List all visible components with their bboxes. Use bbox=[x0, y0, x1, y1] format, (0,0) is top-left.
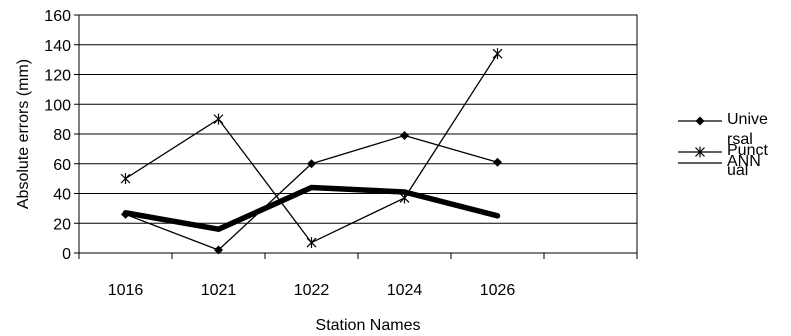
legend-marker-universal bbox=[695, 116, 705, 126]
data-point-universal-1024 bbox=[400, 130, 409, 140]
y-tick-label: 140 bbox=[44, 38, 71, 55]
data-point-punctual-1026 bbox=[492, 48, 503, 60]
x-axis-ticks: 1016 1021 1022 1024 1026 bbox=[78, 253, 638, 299]
x-tick-label-1016: 1016 bbox=[108, 282, 144, 299]
x-tick-label-1022: 1022 bbox=[294, 282, 330, 299]
series-line-punctual bbox=[124, 53, 499, 244]
data-point-universal-1026 bbox=[493, 157, 502, 167]
series-line-universal bbox=[124, 134, 499, 251]
legend-item-punctual: Punct ual bbox=[678, 142, 768, 179]
legend-label-universal: rsal bbox=[727, 131, 753, 148]
y-tick-label: 120 bbox=[44, 68, 71, 85]
legend-item-universal: Unive rsal bbox=[678, 111, 768, 148]
legend-label-punctual: ual bbox=[727, 162, 748, 179]
y-tick-label: 60 bbox=[53, 157, 71, 174]
x-tick-label-1024: 1024 bbox=[387, 282, 423, 299]
y-tick-label: 40 bbox=[53, 187, 71, 204]
data-point-punctual-1016 bbox=[120, 173, 131, 185]
data-point-universal-1021 bbox=[214, 245, 223, 255]
y-axis-ticks: 0 20 40 60 80 100 120 140 160 bbox=[44, 8, 79, 263]
data-point-punctual-1022 bbox=[306, 237, 317, 249]
y-tick-label: 20 bbox=[53, 216, 71, 233]
series-line-ann bbox=[122, 184, 501, 232]
data-point-universal-1022 bbox=[307, 159, 316, 169]
y-tick-label: 0 bbox=[62, 246, 71, 263]
legend-item-ann: ANN bbox=[678, 153, 761, 170]
x-tick-label-1021: 1021 bbox=[201, 282, 237, 299]
y-axis-title: Absolute errors (mm) bbox=[15, 59, 32, 209]
series-group bbox=[120, 48, 503, 255]
legend-label-punctual: Punct bbox=[727, 142, 768, 159]
y-tick-label: 80 bbox=[53, 127, 71, 144]
data-point-punctual-1021 bbox=[213, 113, 224, 125]
x-axis-title: Station Names bbox=[316, 317, 421, 334]
legend-label-universal: Unive bbox=[727, 111, 768, 128]
y-tick-label: 160 bbox=[44, 8, 71, 25]
legend-marker-punctual bbox=[695, 146, 705, 158]
x-tick-label-1026: 1026 bbox=[480, 282, 516, 299]
legend-label-ann: ANN bbox=[727, 153, 761, 170]
y-tick-label: 100 bbox=[44, 97, 71, 114]
